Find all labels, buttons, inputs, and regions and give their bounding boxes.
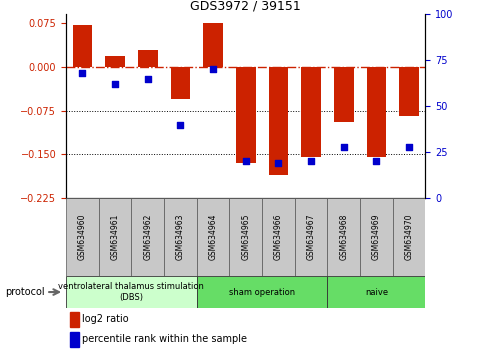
Text: protocol: protocol xyxy=(5,287,44,297)
Bar xyxy=(105,56,124,67)
Bar xyxy=(138,50,157,67)
Bar xyxy=(399,67,418,116)
Bar xyxy=(69,312,79,327)
Bar xyxy=(301,67,320,157)
Text: GSM634967: GSM634967 xyxy=(306,214,315,261)
Bar xyxy=(235,67,255,163)
Text: GSM634970: GSM634970 xyxy=(404,214,413,261)
Text: GSM634961: GSM634961 xyxy=(110,214,119,261)
Text: GSM634965: GSM634965 xyxy=(241,214,250,261)
Bar xyxy=(229,198,262,276)
Bar xyxy=(69,332,79,347)
Point xyxy=(176,122,184,127)
Point xyxy=(78,70,86,76)
Point xyxy=(209,67,217,72)
Point xyxy=(405,144,412,149)
Bar xyxy=(66,276,196,308)
Bar xyxy=(131,198,163,276)
Point xyxy=(339,144,347,149)
Bar xyxy=(294,198,327,276)
Bar xyxy=(72,25,92,67)
Point xyxy=(143,76,151,81)
Text: GSM634960: GSM634960 xyxy=(78,214,87,261)
Bar xyxy=(170,67,190,99)
Bar xyxy=(196,198,229,276)
Bar xyxy=(163,198,196,276)
Text: GSM634966: GSM634966 xyxy=(273,214,283,261)
Point xyxy=(372,159,380,164)
Bar xyxy=(327,276,425,308)
Text: log2 ratio: log2 ratio xyxy=(82,314,128,325)
Text: ventrolateral thalamus stimulation
(DBS): ventrolateral thalamus stimulation (DBS) xyxy=(58,282,204,302)
Bar xyxy=(333,67,353,122)
Bar xyxy=(99,198,131,276)
Text: naive: naive xyxy=(364,287,387,297)
Text: GSM634963: GSM634963 xyxy=(176,214,184,261)
Point xyxy=(111,81,119,87)
Bar xyxy=(203,23,223,67)
Text: GSM634964: GSM634964 xyxy=(208,214,217,261)
Bar xyxy=(359,198,392,276)
Bar xyxy=(262,198,294,276)
Point xyxy=(242,159,249,164)
Point xyxy=(274,160,282,166)
Bar xyxy=(327,198,359,276)
Title: GDS3972 / 39151: GDS3972 / 39151 xyxy=(190,0,301,13)
Bar xyxy=(392,198,425,276)
Text: GSM634962: GSM634962 xyxy=(143,214,152,261)
Text: percentile rank within the sample: percentile rank within the sample xyxy=(82,335,246,344)
Bar xyxy=(66,198,99,276)
Text: sham operation: sham operation xyxy=(228,287,295,297)
Text: GSM634968: GSM634968 xyxy=(339,214,347,261)
Bar xyxy=(366,67,386,157)
Bar xyxy=(196,276,327,308)
Bar xyxy=(268,67,287,175)
Point xyxy=(306,159,314,164)
Text: GSM634969: GSM634969 xyxy=(371,214,380,261)
